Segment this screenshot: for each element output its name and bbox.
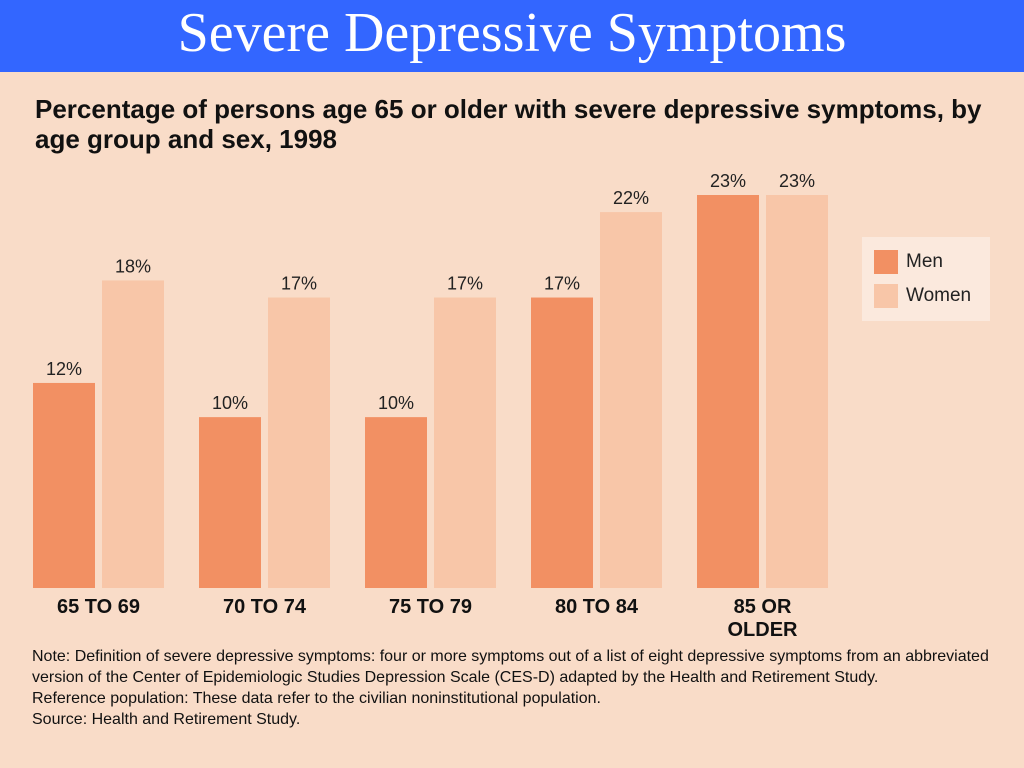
data-label-men-2: 10%: [378, 393, 414, 413]
data-label-men-1: 10%: [212, 393, 248, 413]
data-label-women-1: 17%: [281, 274, 317, 294]
bar-women-1: [268, 297, 330, 588]
note-reference: Reference population: These data refer t…: [32, 690, 601, 707]
legend-label-men: Men: [906, 251, 943, 272]
category-label-4-line-0: 85 OR: [734, 596, 792, 618]
bar-chart: 12% 18% 65 TO 69 10% 17% 70 TO 74 10% 17% 75 TO …: [33, 171, 828, 641]
slide-title: Severe Depressive Symptoms: [0, 0, 1024, 72]
note-definition: Note: Definition of severe depressive sy…: [32, 648, 989, 686]
category-label-3: 80 TO 84: [555, 596, 639, 618]
bar-women-2: [434, 297, 496, 588]
data-label-women-0: 18%: [115, 256, 151, 276]
category-label-1: 70 TO 74: [223, 596, 307, 618]
note-source: Source: Health and Retirement Study.: [32, 711, 301, 728]
data-label-women-3: 22%: [613, 188, 649, 208]
bar-women-3: [600, 212, 662, 588]
category-label-2: 75 TO 79: [389, 596, 472, 618]
bar-women-0: [102, 280, 164, 588]
data-label-women-2: 17%: [447, 274, 483, 294]
legend-item-women: Women: [874, 283, 971, 309]
legend-label-women: Women: [906, 285, 972, 306]
data-label-women-4: 23%: [779, 171, 815, 191]
bar-men-0: [33, 382, 95, 588]
category-label-0: 65 TO 69: [57, 596, 140, 618]
bar-men-3: [531, 297, 593, 588]
bar-men-4: [697, 195, 759, 588]
data-label-men-4: 23%: [710, 171, 746, 191]
category-label-4-line-1: OLDER: [728, 619, 799, 641]
chart-title: Percentage of persons age 65 or older wi…: [35, 94, 982, 154]
legend-item-men: Men: [874, 249, 943, 275]
chart-legend: Men Women: [862, 237, 990, 321]
legend-swatch-women: [874, 284, 898, 308]
data-label-men-0: 12%: [46, 359, 82, 379]
bar-men-1: [199, 417, 261, 588]
chart-notes: Note: Definition of severe depressive sy…: [32, 646, 1007, 730]
legend-swatch-men: [874, 250, 898, 274]
bar-men-2: [365, 417, 427, 588]
data-label-men-3: 17%: [544, 274, 580, 294]
bar-women-4: [766, 195, 828, 588]
